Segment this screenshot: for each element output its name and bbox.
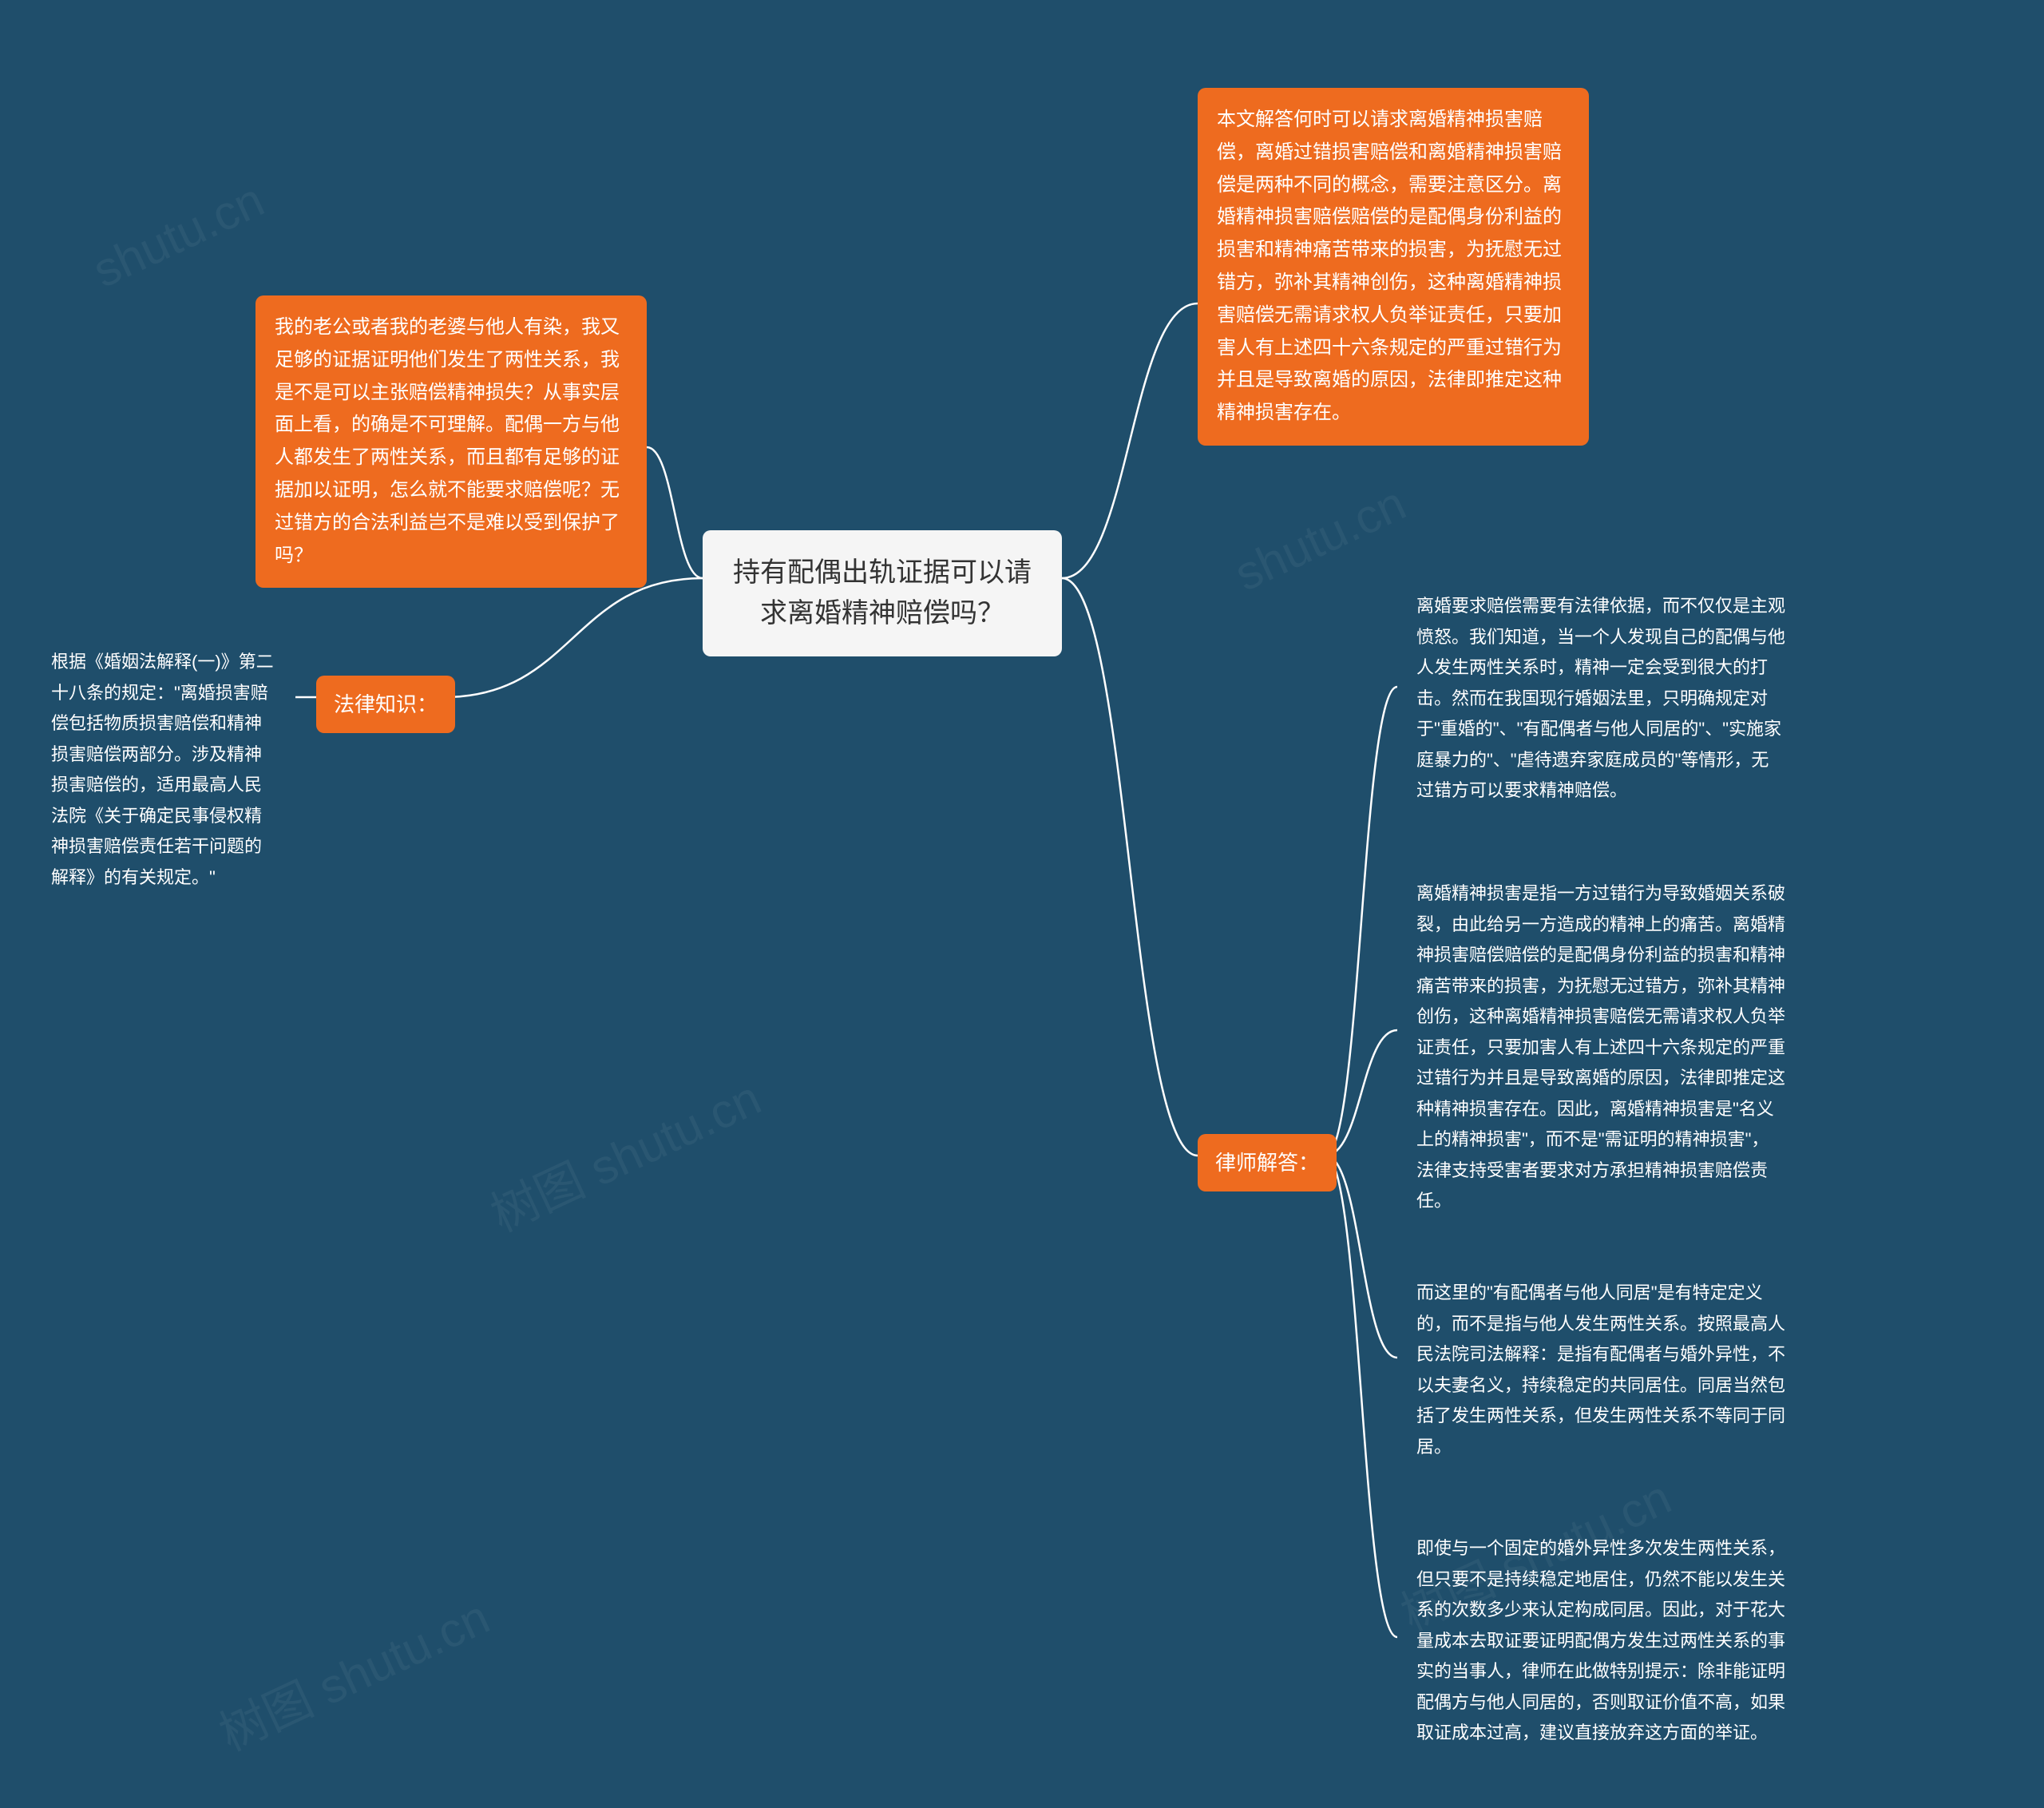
lawyer-answer-4: 即使与一个固定的婚外异性多次发生两性关系，但只要不是持续稳定地居住，仍然不能以发… xyxy=(1397,1517,1804,1765)
watermark: shutu.cn xyxy=(1226,475,1414,601)
watermark: 树图 shutu.cn xyxy=(207,1579,499,1764)
lawyer-answer-label: 律师解答： xyxy=(1198,1134,1337,1191)
left-question-node: 我的老公或者我的老婆与他人有染，我又足够的证据证明他们发生了两性关系，我是不是可… xyxy=(256,295,647,588)
center-topic: 持有配偶出轨证据可以请求离婚精神赔偿吗？ xyxy=(703,530,1062,656)
lawyer-answer-3: 而这里的"有配偶者与他人同居"是有特定定义的，而不是指与他人发生两性关系。按照最… xyxy=(1397,1262,1804,1478)
lawyer-answer-2: 离婚精神损害是指一方过错行为导致婚姻关系破裂，由此给另一方造成的精神上的痛苦。离… xyxy=(1397,862,1804,1233)
watermark: 树图 shutu.cn xyxy=(478,1060,770,1245)
watermark: shutu.cn xyxy=(85,172,272,298)
right-intro-node: 本文解答何时可以请求离婚精神损害赔偿，离婚过错损害赔偿和离婚精神损害赔偿是两种不… xyxy=(1198,88,1589,446)
law-knowledge-label: 法律知识： xyxy=(316,676,455,733)
lawyer-answer-1: 离婚要求赔偿需要有法律依据，而不仅仅是主观愤怒。我们知道，当一个人发现自己的配偶… xyxy=(1397,575,1804,823)
law-knowledge-text: 根据《婚姻法解释(一)》第二十八条的规定："离婚损害赔偿包括物质损害赔偿和精神损… xyxy=(32,631,295,909)
